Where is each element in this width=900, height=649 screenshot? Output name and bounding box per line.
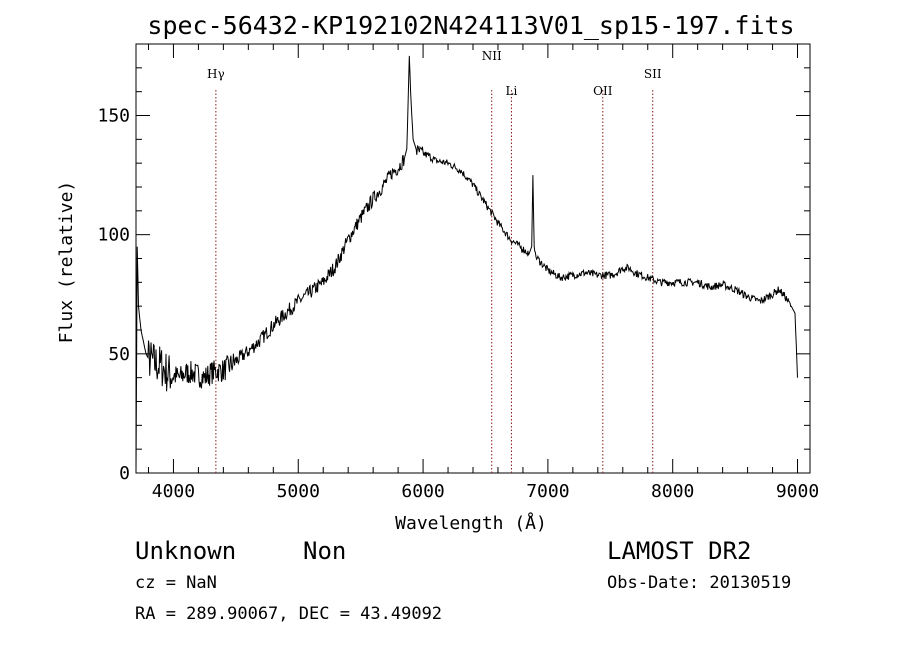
- y-axis-ticks: 0 50 100 150: [97, 67, 810, 484]
- x-tick-label: 4000: [152, 481, 195, 502]
- x-tick-label: 9000: [776, 481, 819, 502]
- spectrum-line: [135, 55, 798, 474]
- x-tick-label: 5000: [277, 481, 320, 502]
- line-marker-label: NII: [482, 49, 502, 63]
- chart-title: spec-56432-KP192102N424113V01_sp15-197.f…: [147, 11, 794, 40]
- coordinates: RA = 289.90067, DEC = 43.49092: [135, 604, 442, 624]
- x-tick-label: 8000: [651, 481, 694, 502]
- x-tick-label: 7000: [526, 481, 569, 502]
- x-tick-label: 6000: [401, 481, 444, 502]
- x-axis-ticks: 4000 5000 6000 7000 8000 9000: [147, 44, 819, 502]
- line-marker-label: Li: [506, 84, 518, 98]
- y-tick-label: 50: [108, 344, 130, 365]
- y-axis-label: Flux (relative): [56, 181, 77, 344]
- x-axis-label: Wavelength (Å): [395, 512, 547, 534]
- survey-name: LAMOST DR2: [607, 537, 752, 565]
- emission-line-markers: Hγ NII Li OII SII: [207, 49, 662, 473]
- line-marker-label: OII: [593, 84, 613, 98]
- object-subclass: Non: [303, 537, 346, 565]
- redshift-cz: cz = NaN: [135, 573, 217, 593]
- line-marker-label: Hγ: [207, 67, 225, 81]
- spectrum-series: [135, 55, 798, 474]
- plot-frame: [135, 43, 811, 474]
- object-class: Unknown: [135, 537, 236, 565]
- y-tick-label: 150: [97, 106, 130, 127]
- y-tick-label: 0: [119, 463, 130, 484]
- line-marker-label: SII: [644, 67, 662, 81]
- y-tick-label: 100: [97, 225, 130, 246]
- observation-date: Obs-Date: 20130519: [607, 573, 791, 593]
